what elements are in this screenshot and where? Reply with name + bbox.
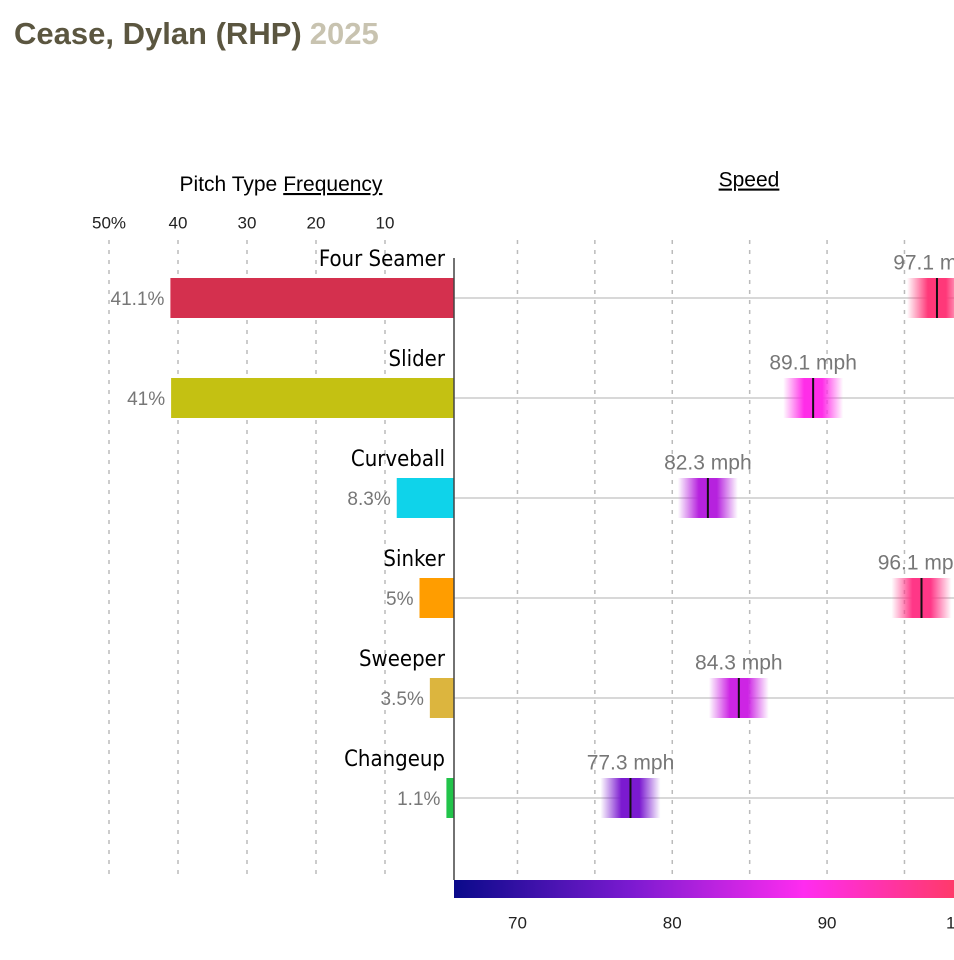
speed-title[interactable]: Speed <box>719 169 780 192</box>
value-label: 84.3 mph <box>695 652 783 675</box>
season: 2025 <box>310 16 379 51</box>
speed-range <box>906 278 954 318</box>
color-scale <box>454 880 954 898</box>
x-tick-label: 50% <box>92 213 126 232</box>
pitch-label: Curveball <box>351 447 445 472</box>
pitch-label: Sweeper <box>359 647 446 672</box>
x-tick-label: 40 <box>169 213 188 232</box>
value-label: 97.1 mph <box>893 252 954 275</box>
pitch-label: Four Seamer <box>319 247 446 272</box>
player-name: Cease, Dylan (RHP) <box>14 16 302 51</box>
chart-title: Cease, Dylan (RHP) 2025 <box>14 16 379 51</box>
bar <box>396 478 454 518</box>
x-tick-label: 10 <box>376 213 395 232</box>
value-label: 41.1% <box>111 289 165 310</box>
value-label: 96.1 mph <box>878 552 954 575</box>
x-tick-label: 70 <box>508 913 527 932</box>
value-label: 1.1% <box>397 789 440 810</box>
x-tick-label: 20 <box>307 213 326 232</box>
value-label: 77.3 mph <box>587 752 675 775</box>
value-label: 82.3 mph <box>664 452 752 475</box>
x-tick-label: 80 <box>663 913 682 932</box>
bar <box>429 678 454 718</box>
bar <box>170 278 454 318</box>
x-tick-label: 100 <box>946 913 954 932</box>
pitch-label: Slider <box>389 347 446 372</box>
title-prefix: Pitch Type <box>180 173 278 196</box>
value-label: 5% <box>386 589 414 610</box>
title-link[interactable]: Frequency <box>283 173 383 196</box>
pitch-label: Sinker <box>383 547 445 572</box>
frequency-title: Pitch Type Frequency <box>180 173 383 196</box>
bar <box>171 378 454 418</box>
value-label: 3.5% <box>381 689 424 710</box>
pitch-label: Changeup <box>344 747 445 772</box>
bar <box>446 778 454 818</box>
x-tick-label: 90 <box>818 913 837 932</box>
value-label: 8.3% <box>347 489 390 510</box>
value-label: 41% <box>127 389 165 410</box>
value-label: 89.1 mph <box>769 352 857 375</box>
bar <box>419 578 454 618</box>
x-tick-label: 30 <box>238 213 257 232</box>
